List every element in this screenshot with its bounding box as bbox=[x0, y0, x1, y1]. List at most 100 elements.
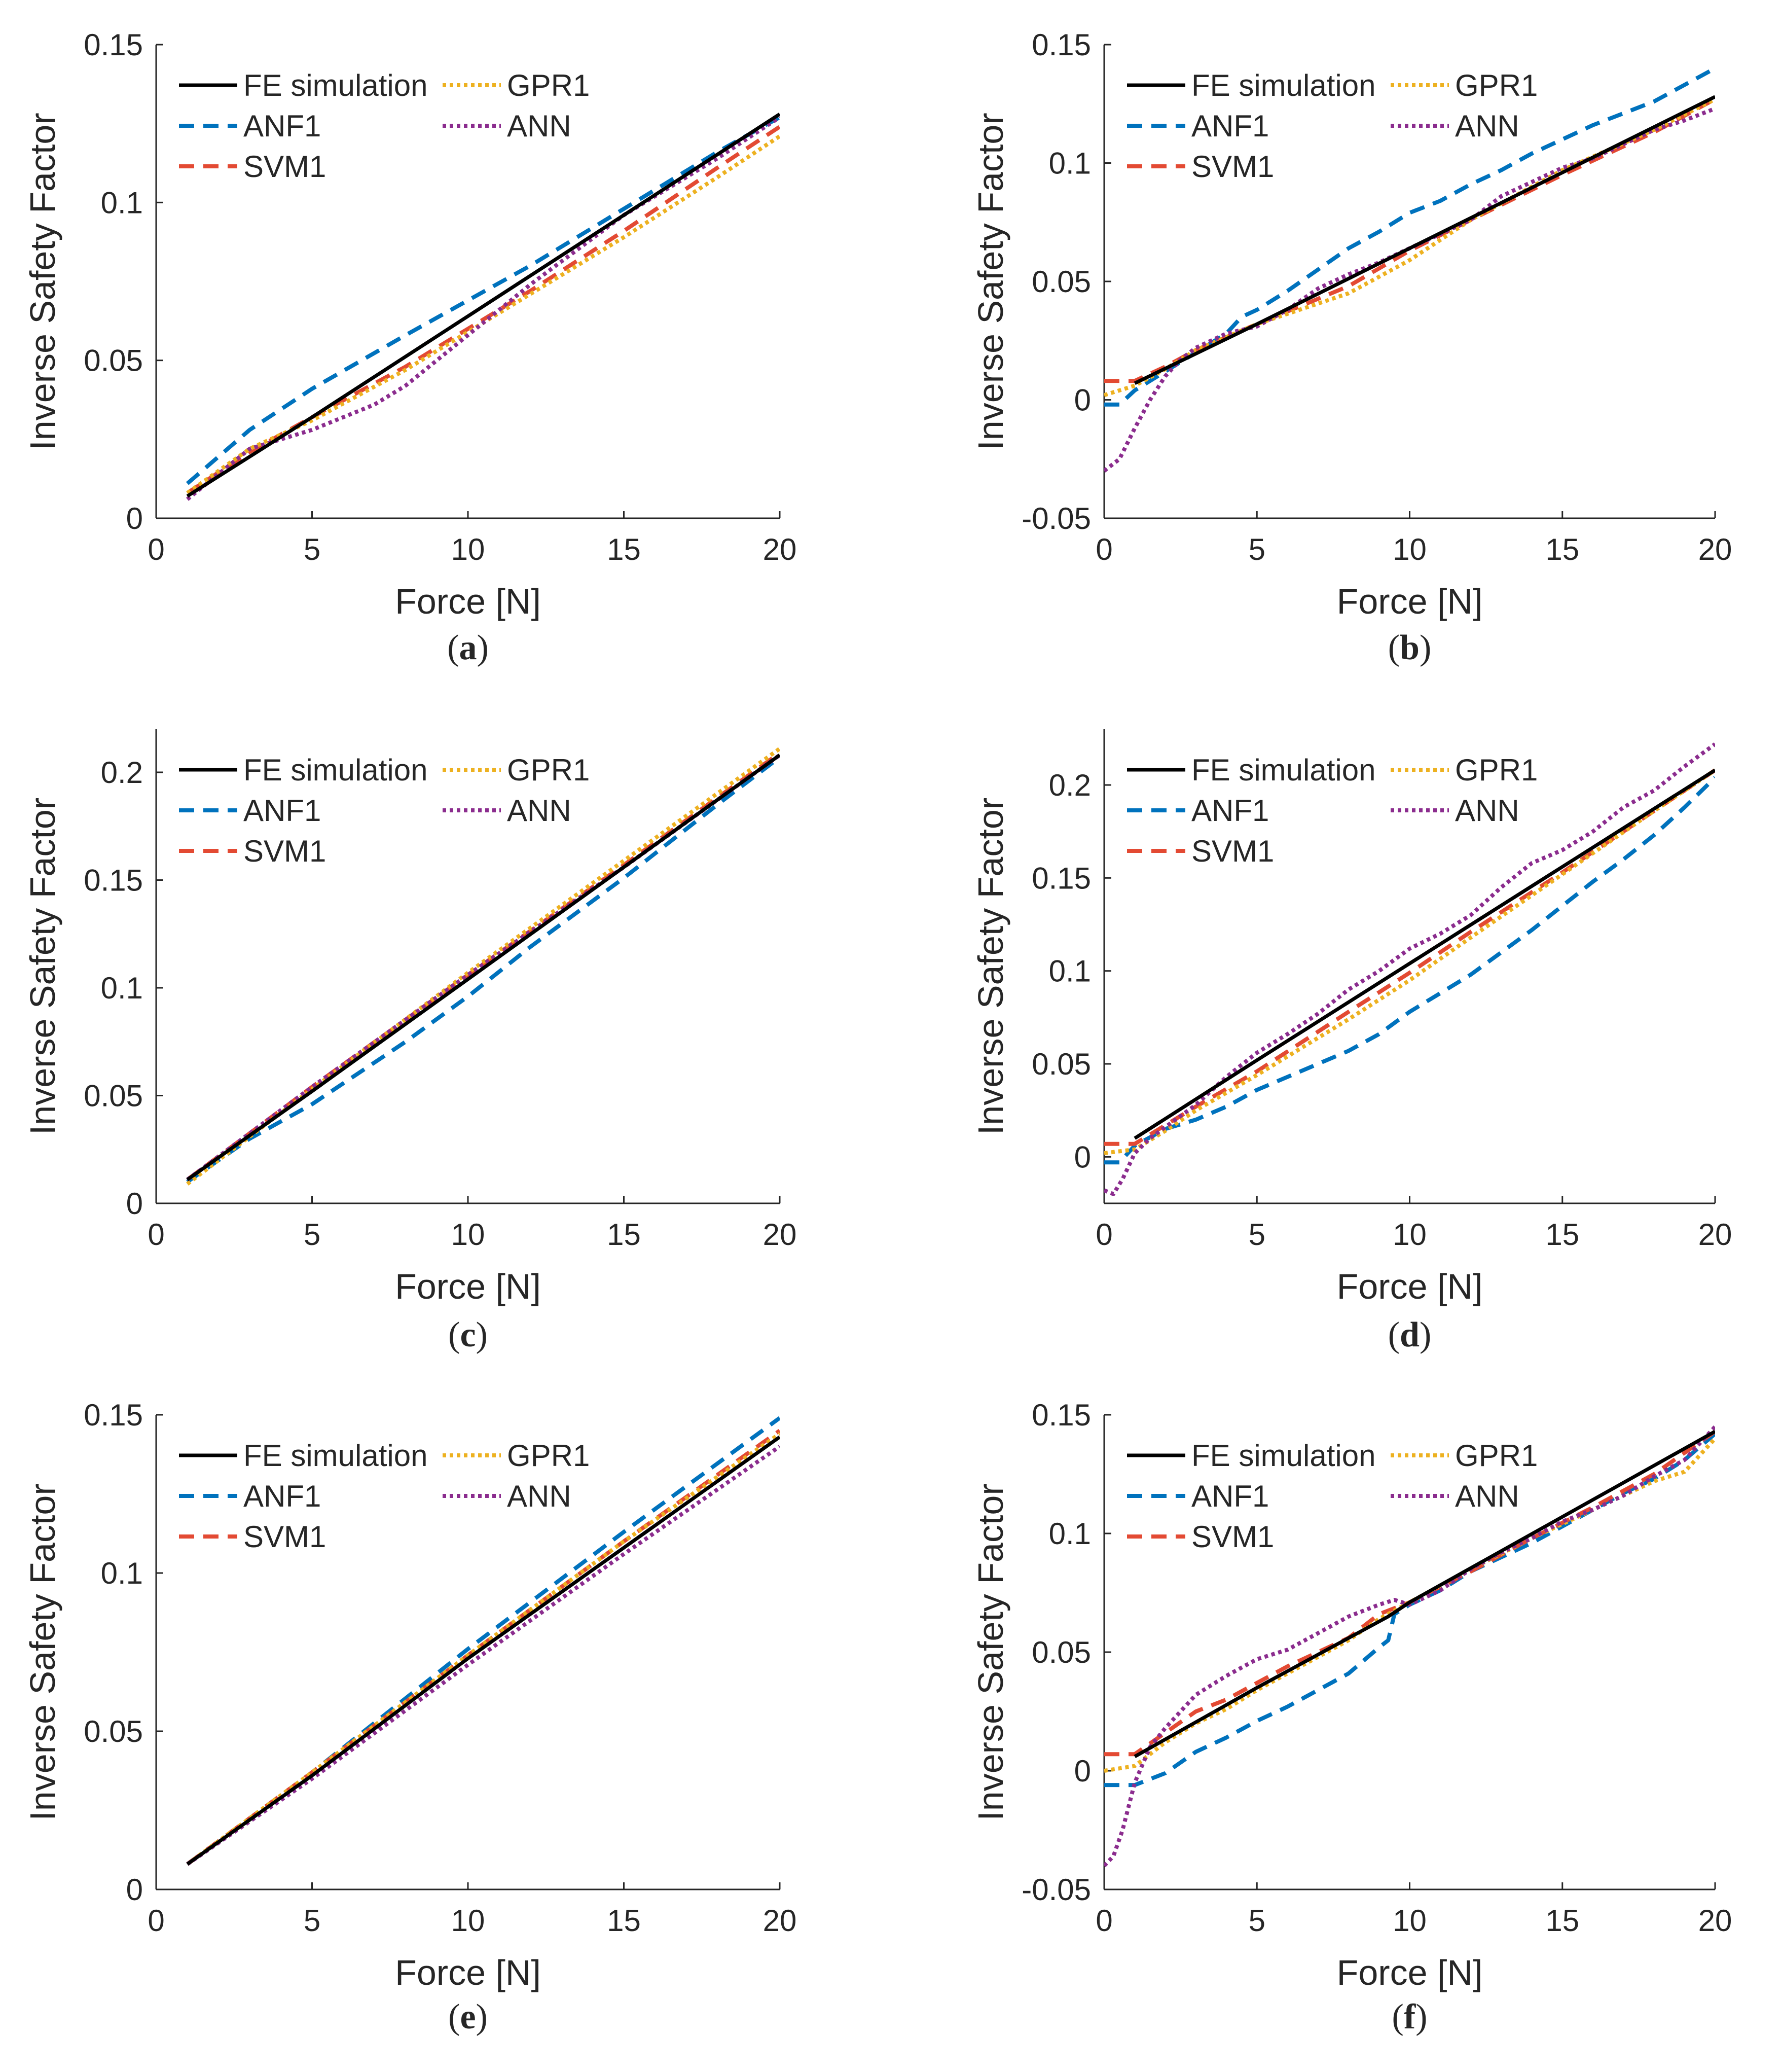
series-line-svm1 bbox=[1104, 97, 1715, 383]
legend-label-ann: ANN bbox=[1455, 109, 1519, 143]
caption-paren-open: ( bbox=[448, 1997, 460, 2037]
y-tick-label: 0.05 bbox=[1032, 265, 1091, 299]
x-axis-label: Force [N] bbox=[395, 1953, 541, 1992]
caption-paren-open: ( bbox=[1388, 628, 1400, 667]
panel-caption: (f) bbox=[1392, 1997, 1428, 2037]
caption-paren-close: ) bbox=[476, 1315, 488, 1354]
legend-label-anf1: ANF1 bbox=[243, 1479, 321, 1513]
x-tick-label: 20 bbox=[1698, 532, 1732, 566]
legend-label-gpr1: GPR1 bbox=[1455, 68, 1538, 102]
y-tick-label: 0.15 bbox=[84, 1398, 143, 1432]
legend-label-anf1: ANF1 bbox=[1191, 794, 1269, 828]
y-tick-label: 0.05 bbox=[84, 1714, 143, 1748]
legend: FE simulation ANF1 SVM1 GPR1 ANN bbox=[1127, 68, 1538, 184]
y-tick-label: 0.2 bbox=[1049, 768, 1091, 802]
legend-label-anf1: ANF1 bbox=[243, 794, 321, 828]
y-tick-label: 0.1 bbox=[101, 1556, 143, 1590]
y-tick-label: 0 bbox=[126, 502, 143, 535]
series-line-svm1 bbox=[186, 125, 780, 495]
y-tick-label: 0 bbox=[126, 1187, 143, 1221]
legend-label-ann: ANN bbox=[507, 794, 571, 828]
x-tick-label: 15 bbox=[1545, 1904, 1579, 1938]
legend-label-gpr1: GPR1 bbox=[507, 1439, 590, 1473]
y-tick-label: 0.1 bbox=[101, 186, 143, 220]
x-tick-label: 20 bbox=[1698, 1218, 1732, 1252]
series-line-fe-simulation bbox=[1134, 95, 1715, 385]
y-axis-label: Inverse Safety Factor bbox=[971, 798, 1010, 1135]
series-lines bbox=[1104, 742, 1715, 1196]
x-tick-label: 15 bbox=[607, 532, 641, 566]
x-tick-label: 20 bbox=[763, 1904, 797, 1938]
x-tick-label: 0 bbox=[148, 1218, 164, 1252]
x-tick-label: 15 bbox=[607, 1904, 641, 1938]
x-tick-label: 5 bbox=[1249, 1218, 1265, 1252]
x-tick-label: 10 bbox=[1393, 1904, 1427, 1938]
x-tick-label: 20 bbox=[763, 532, 797, 566]
caption-paren-open: ( bbox=[1388, 1315, 1400, 1354]
legend-label-ann: ANN bbox=[507, 109, 571, 143]
series-line-fe-simulation bbox=[186, 1435, 780, 1866]
legend-label-fe-simulation: FE simulation bbox=[1191, 753, 1375, 787]
caption-letter: d bbox=[1400, 1315, 1420, 1354]
y-tick-label: 0.15 bbox=[84, 28, 143, 62]
chart-panel-a: 0 5 10 15 20 0 0.05 0.1 0.15 Force [N] Inverse Saf… bbox=[23, 28, 796, 667]
legend-label-ann: ANN bbox=[1455, 794, 1519, 828]
y-tick-label: 0 bbox=[126, 1873, 143, 1907]
legend-label-fe-simulation: FE simulation bbox=[243, 68, 427, 102]
series-line-gpr1 bbox=[1104, 97, 1715, 398]
panel-caption: (d) bbox=[1388, 1315, 1432, 1354]
panel-caption: (c) bbox=[448, 1315, 488, 1354]
series-line-ann bbox=[1104, 1425, 1715, 1867]
chart-panel-c: 0 5 10 15 20 0 0.05 0.1 0.15 0.2 Force [N] Inverse … bbox=[23, 729, 796, 1354]
caption-paren-close: ) bbox=[476, 1997, 488, 2037]
y-tick-label: 0.15 bbox=[1032, 28, 1091, 62]
x-tick-label: 5 bbox=[1249, 1904, 1265, 1938]
series-line-anf1 bbox=[1104, 776, 1715, 1165]
legend-label-svm1: SVM1 bbox=[243, 1520, 326, 1554]
y-tick-label: 0.1 bbox=[101, 971, 143, 1005]
legend: FE simulation ANF1 SVM1 GPR1 ANN bbox=[179, 753, 590, 868]
y-axis-label: Inverse Safety Factor bbox=[23, 113, 62, 450]
caption-paren-close: ) bbox=[1420, 628, 1431, 667]
caption-paren-open: ( bbox=[447, 628, 459, 667]
x-tick-label: 0 bbox=[1096, 532, 1112, 566]
x-tick-label: 15 bbox=[607, 1218, 641, 1252]
x-tick-label: 5 bbox=[304, 1904, 320, 1938]
x-tick-label: 10 bbox=[1393, 532, 1427, 566]
x-tick-label: 15 bbox=[1545, 532, 1579, 566]
legend-label-anf1: ANF1 bbox=[1191, 109, 1269, 143]
series-line-fe-simulation bbox=[1134, 1430, 1715, 1758]
y-tick-label: -0.05 bbox=[1022, 502, 1091, 535]
y-tick-label: 0.15 bbox=[1032, 861, 1091, 895]
x-axis-label: Force [N] bbox=[1337, 582, 1483, 621]
legend: FE simulation ANF1 SVM1 GPR1 ANN bbox=[1127, 1439, 1538, 1554]
legend-label-gpr1: GPR1 bbox=[1455, 1439, 1538, 1473]
x-axis-label: Force [N] bbox=[395, 1267, 541, 1306]
y-tick-label: 0.15 bbox=[84, 864, 143, 898]
legend-label-svm1: SVM1 bbox=[243, 150, 326, 184]
y-axis-label: Inverse Safety Factor bbox=[23, 798, 62, 1135]
y-axis-label: Inverse Safety Factor bbox=[971, 1483, 1010, 1820]
panel-caption: (e) bbox=[448, 1997, 488, 2037]
caption-letter: e bbox=[460, 1997, 476, 2037]
x-tick-label: 10 bbox=[1393, 1218, 1427, 1252]
caption-paren-close: ) bbox=[1420, 1315, 1431, 1354]
y-tick-label: 0 bbox=[1074, 1754, 1091, 1788]
series-lines bbox=[186, 747, 780, 1186]
series-line-anf1 bbox=[186, 115, 780, 485]
series-lines bbox=[1104, 66, 1715, 473]
series-lines bbox=[186, 113, 780, 501]
series-lines bbox=[186, 1416, 780, 1866]
x-tick-label: 10 bbox=[451, 1218, 485, 1252]
x-tick-label: 10 bbox=[451, 1904, 485, 1938]
x-tick-label: 5 bbox=[304, 1218, 320, 1252]
x-tick-label: 20 bbox=[763, 1218, 797, 1252]
x-tick-label: 0 bbox=[148, 1904, 164, 1938]
legend-label-fe-simulation: FE simulation bbox=[243, 753, 427, 787]
y-tick-label: 0.05 bbox=[1032, 1047, 1091, 1081]
y-tick-label: 0.05 bbox=[1032, 1635, 1091, 1669]
x-tick-label: 0 bbox=[1096, 1904, 1112, 1938]
chart-panel-d: 0 5 10 15 20 0 0.05 0.1 0.15 0.2 Force [N] Inverse … bbox=[971, 729, 1732, 1354]
legend-label-gpr1: GPR1 bbox=[1455, 753, 1538, 787]
